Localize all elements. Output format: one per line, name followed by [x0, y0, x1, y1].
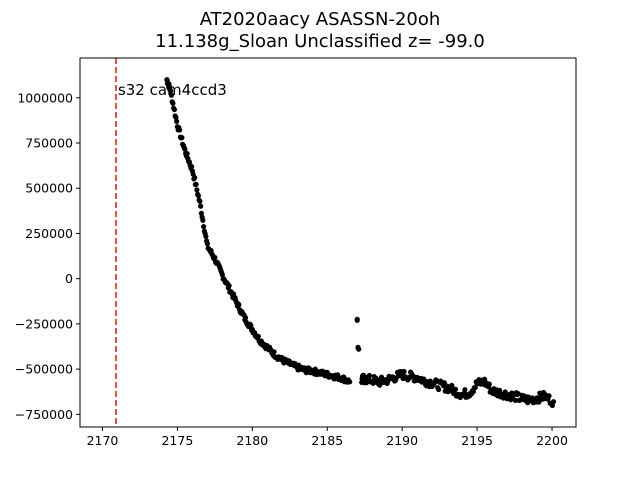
data-point — [366, 372, 372, 379]
data-point — [194, 187, 200, 193]
y-tick-label: 500000 — [25, 181, 73, 196]
data-point — [200, 217, 206, 223]
data-point — [177, 127, 183, 133]
data-point — [436, 386, 442, 393]
data-point — [189, 164, 195, 170]
data-point — [242, 315, 249, 321]
data-point — [212, 254, 218, 261]
y-tick-label: 0 — [65, 271, 73, 286]
x-tick-label: 2175 — [161, 433, 193, 448]
data-point — [550, 399, 557, 405]
y-tick-label: −750000 — [15, 407, 73, 422]
data-point — [486, 381, 492, 387]
data-point — [236, 302, 242, 308]
data-point — [198, 210, 204, 216]
y-tick-label: 750000 — [25, 136, 73, 151]
data-point — [271, 349, 277, 355]
data-point — [184, 150, 190, 157]
data-point — [179, 135, 185, 141]
x-axis: 2170 2175 2180 2185 2190 2195 2200 — [87, 427, 568, 448]
data-point — [197, 198, 203, 204]
data-point — [171, 106, 178, 113]
vline-annotation: s32 cam4ccd3 — [118, 81, 227, 99]
data-point — [546, 393, 552, 399]
data-point — [248, 322, 254, 328]
y-tick-label: 250000 — [25, 226, 73, 241]
data-point — [347, 379, 353, 385]
data-point — [192, 175, 198, 181]
data-point — [168, 92, 175, 98]
data-point — [356, 346, 362, 352]
data-point — [427, 378, 433, 384]
data-point — [452, 386, 459, 393]
data-point — [193, 181, 199, 187]
data-point — [203, 233, 209, 240]
plot-frame — [79, 57, 577, 428]
data-point — [204, 241, 210, 247]
data-points — [164, 77, 557, 409]
y-tick-label: −500000 — [15, 362, 73, 377]
data-point — [182, 146, 188, 152]
y-tick-label: −250000 — [15, 316, 73, 331]
x-tick-label: 2180 — [236, 433, 268, 448]
data-point — [174, 118, 180, 124]
data-point — [255, 333, 261, 340]
data-point — [354, 316, 360, 322]
chart-title-line2: 11.138g_Sloan Unclassified z= -99.0 — [155, 31, 485, 52]
data-point — [195, 193, 201, 199]
x-tick-label: 2200 — [536, 433, 568, 448]
data-point — [377, 382, 383, 388]
data-point — [226, 283, 232, 289]
data-point — [219, 272, 225, 278]
data-point — [401, 368, 407, 375]
data-point — [470, 389, 476, 395]
data-point — [201, 224, 207, 230]
x-tick-label: 2170 — [87, 433, 119, 448]
data-point — [173, 114, 179, 120]
y-tick-label: 1000000 — [17, 90, 73, 105]
y-axis: −750000 −500000 −250000 0 250000 500000 750000… — [15, 90, 80, 422]
data-point — [512, 397, 519, 403]
data-point — [170, 100, 176, 106]
data-point — [198, 203, 204, 209]
chart-title-line1: AT2020aacy ASASSN-20oh — [199, 9, 441, 30]
x-tick-label: 2195 — [461, 433, 493, 448]
data-point — [462, 387, 468, 393]
data-point — [168, 88, 174, 94]
x-tick-label: 2190 — [386, 433, 418, 448]
x-tick-label: 2185 — [311, 433, 343, 448]
